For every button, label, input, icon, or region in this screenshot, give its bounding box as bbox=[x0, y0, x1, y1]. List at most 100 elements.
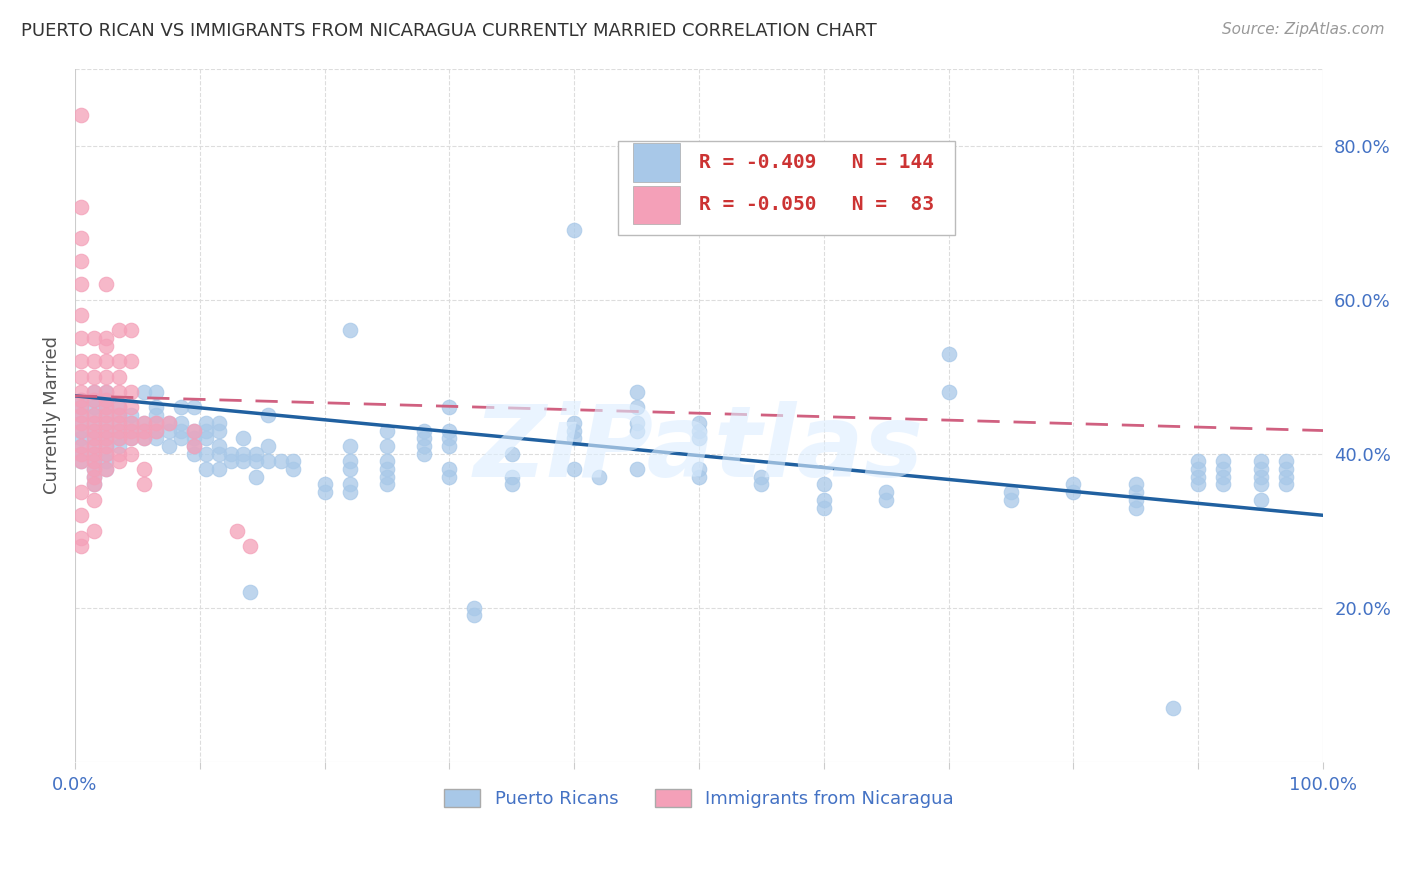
Point bbox=[107, 424, 129, 438]
Point bbox=[1212, 462, 1234, 476]
Point bbox=[70, 439, 93, 453]
Point bbox=[70, 447, 93, 461]
Point bbox=[83, 431, 105, 445]
Point bbox=[1125, 492, 1147, 507]
Point bbox=[132, 416, 155, 430]
Point bbox=[439, 424, 461, 438]
Point bbox=[207, 447, 229, 461]
Point bbox=[83, 392, 105, 407]
Point bbox=[439, 401, 461, 415]
Point bbox=[183, 439, 205, 453]
Point bbox=[107, 431, 129, 445]
Point bbox=[70, 431, 93, 445]
Point bbox=[120, 323, 142, 337]
Point bbox=[83, 408, 105, 422]
Point bbox=[120, 354, 142, 368]
Point bbox=[1000, 485, 1022, 500]
Point bbox=[145, 385, 167, 400]
Point bbox=[132, 424, 155, 438]
Point bbox=[875, 485, 897, 500]
Point bbox=[1125, 485, 1147, 500]
Point bbox=[83, 469, 105, 483]
Point bbox=[120, 447, 142, 461]
Point bbox=[96, 369, 118, 384]
Point bbox=[83, 416, 105, 430]
Point bbox=[413, 424, 436, 438]
Point bbox=[463, 608, 485, 623]
Point bbox=[232, 454, 254, 468]
Point bbox=[314, 485, 336, 500]
Point bbox=[195, 447, 218, 461]
Point bbox=[107, 447, 129, 461]
Point bbox=[239, 539, 262, 553]
Point bbox=[688, 469, 710, 483]
Point bbox=[170, 401, 193, 415]
Point bbox=[120, 431, 142, 445]
Point bbox=[813, 492, 835, 507]
Point bbox=[83, 462, 105, 476]
Point bbox=[1161, 701, 1184, 715]
Point bbox=[96, 424, 118, 438]
Point bbox=[245, 447, 267, 461]
Point bbox=[96, 331, 118, 345]
Point bbox=[751, 477, 773, 491]
Point bbox=[562, 431, 585, 445]
Point bbox=[219, 447, 242, 461]
Point bbox=[339, 477, 361, 491]
Point bbox=[83, 454, 105, 468]
Point bbox=[132, 424, 155, 438]
Point bbox=[562, 223, 585, 237]
Point bbox=[96, 462, 118, 476]
Point bbox=[132, 462, 155, 476]
Point bbox=[195, 416, 218, 430]
Point bbox=[70, 485, 93, 500]
Point bbox=[413, 447, 436, 461]
Point bbox=[257, 439, 280, 453]
Point bbox=[375, 454, 398, 468]
Point bbox=[107, 416, 129, 430]
Point bbox=[270, 454, 292, 468]
Point bbox=[375, 424, 398, 438]
Point bbox=[70, 369, 93, 384]
Point bbox=[83, 492, 105, 507]
Point bbox=[83, 454, 105, 468]
Point bbox=[145, 416, 167, 430]
Point bbox=[183, 439, 205, 453]
Point bbox=[96, 354, 118, 368]
Point bbox=[83, 408, 105, 422]
Point bbox=[1250, 462, 1272, 476]
Point bbox=[120, 416, 142, 430]
Point bbox=[83, 401, 105, 415]
Point bbox=[132, 416, 155, 430]
FancyBboxPatch shape bbox=[617, 141, 955, 235]
Point bbox=[96, 401, 118, 415]
Point bbox=[120, 431, 142, 445]
Point bbox=[626, 401, 648, 415]
Point bbox=[70, 401, 93, 415]
Point bbox=[70, 532, 93, 546]
Point bbox=[1125, 477, 1147, 491]
Point bbox=[107, 408, 129, 422]
Point bbox=[107, 408, 129, 422]
Point bbox=[626, 416, 648, 430]
Point bbox=[145, 416, 167, 430]
Point bbox=[120, 416, 142, 430]
Point bbox=[183, 447, 205, 461]
Point bbox=[157, 416, 180, 430]
Point bbox=[70, 408, 93, 422]
Point bbox=[183, 424, 205, 438]
Point bbox=[339, 462, 361, 476]
Point bbox=[626, 424, 648, 438]
Point bbox=[207, 424, 229, 438]
Point bbox=[70, 254, 93, 268]
Point bbox=[339, 439, 361, 453]
Point bbox=[375, 477, 398, 491]
Point bbox=[938, 385, 960, 400]
Point bbox=[107, 454, 129, 468]
Point bbox=[96, 277, 118, 292]
Point bbox=[96, 408, 118, 422]
Point bbox=[96, 439, 118, 453]
Point bbox=[183, 431, 205, 445]
Point bbox=[232, 431, 254, 445]
Point bbox=[145, 431, 167, 445]
